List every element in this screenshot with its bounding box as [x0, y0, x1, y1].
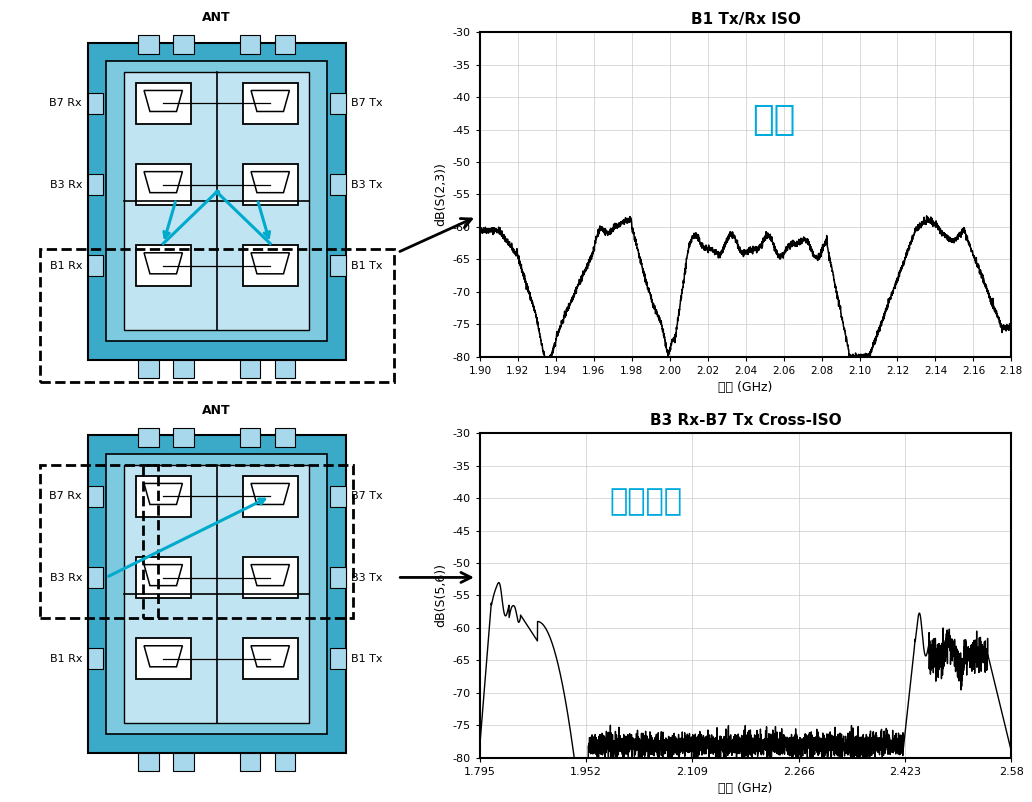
Bar [243, 164, 298, 205]
Bar [243, 83, 298, 124]
Bar [88, 43, 346, 360]
Bar [173, 428, 194, 447]
Bar [239, 428, 260, 447]
Bar [138, 35, 159, 54]
Polygon shape [144, 91, 183, 111]
Polygon shape [144, 172, 183, 192]
Bar [330, 255, 346, 276]
Text: B7 Tx: B7 Tx [351, 99, 383, 108]
Bar [135, 638, 191, 679]
Bar [88, 648, 103, 669]
Text: B1 Rx: B1 Rx [50, 654, 83, 664]
Bar [88, 435, 346, 753]
Text: B7 Rx: B7 Rx [50, 99, 83, 108]
Polygon shape [144, 484, 183, 504]
Bar [106, 61, 327, 342]
Bar [88, 255, 103, 276]
Polygon shape [144, 253, 183, 273]
Bar [275, 360, 295, 379]
Title: B3 Rx-B7 Tx Cross-ISO: B3 Rx-B7 Tx Cross-ISO [650, 413, 841, 427]
Bar [239, 753, 260, 772]
Bar [275, 428, 295, 447]
Bar [243, 638, 298, 679]
Polygon shape [251, 565, 289, 585]
Bar [138, 428, 159, 447]
Bar [125, 465, 309, 723]
Text: B1 Tx: B1 Tx [351, 654, 383, 664]
Bar [243, 245, 298, 286]
Polygon shape [144, 646, 183, 666]
Bar [243, 476, 298, 516]
Bar [88, 486, 103, 507]
Bar [135, 476, 191, 516]
Bar [173, 360, 194, 379]
Polygon shape [251, 253, 289, 273]
Bar [330, 486, 346, 507]
Bar [138, 753, 159, 772]
Bar [39, 465, 158, 618]
Bar [275, 35, 295, 54]
Bar [135, 245, 191, 286]
Bar [88, 93, 103, 114]
Text: ANT: ANT [202, 11, 231, 24]
Text: B3 Rx: B3 Rx [50, 573, 83, 582]
Bar [138, 360, 159, 379]
Polygon shape [251, 646, 289, 666]
Text: 交叉隔离: 交叉隔离 [609, 487, 682, 516]
Text: B1 Rx: B1 Rx [50, 261, 83, 271]
Polygon shape [251, 172, 289, 192]
Bar [88, 174, 103, 195]
Polygon shape [251, 484, 289, 504]
Text: B7 Tx: B7 Tx [351, 492, 383, 501]
Bar [330, 93, 346, 114]
Bar [39, 249, 394, 382]
Text: B7 Rx: B7 Rx [50, 492, 83, 501]
Polygon shape [144, 565, 183, 585]
Bar [243, 557, 298, 597]
Text: ANT: ANT [202, 404, 231, 417]
Bar [135, 164, 191, 205]
Polygon shape [251, 91, 289, 111]
Bar [239, 35, 260, 54]
Bar [330, 648, 346, 669]
Bar [173, 753, 194, 772]
Bar [106, 454, 327, 735]
Bar [275, 753, 295, 772]
Bar [173, 35, 194, 54]
Bar [143, 465, 353, 618]
Bar [135, 83, 191, 124]
Bar [239, 360, 260, 379]
Y-axis label: dB(S(2,3)): dB(S(2,3)) [434, 163, 447, 226]
Bar [330, 567, 346, 588]
Text: 隔离: 隔离 [752, 103, 796, 137]
Bar [330, 174, 346, 195]
Text: B1 Tx: B1 Tx [351, 261, 383, 271]
Bar [88, 567, 103, 588]
Bar [125, 72, 309, 330]
Text: B3 Tx: B3 Tx [351, 180, 383, 189]
Y-axis label: dB(S(5,6)): dB(S(5,6)) [434, 564, 447, 627]
Bar [135, 557, 191, 597]
X-axis label: 频率 (GHz): 频率 (GHz) [718, 382, 773, 395]
Text: B3 Tx: B3 Tx [351, 573, 383, 582]
Text: B3 Rx: B3 Rx [50, 180, 83, 189]
Title: B1 Tx/Rx ISO: B1 Tx/Rx ISO [690, 12, 801, 26]
X-axis label: 频率 (GHz): 频率 (GHz) [718, 783, 773, 796]
